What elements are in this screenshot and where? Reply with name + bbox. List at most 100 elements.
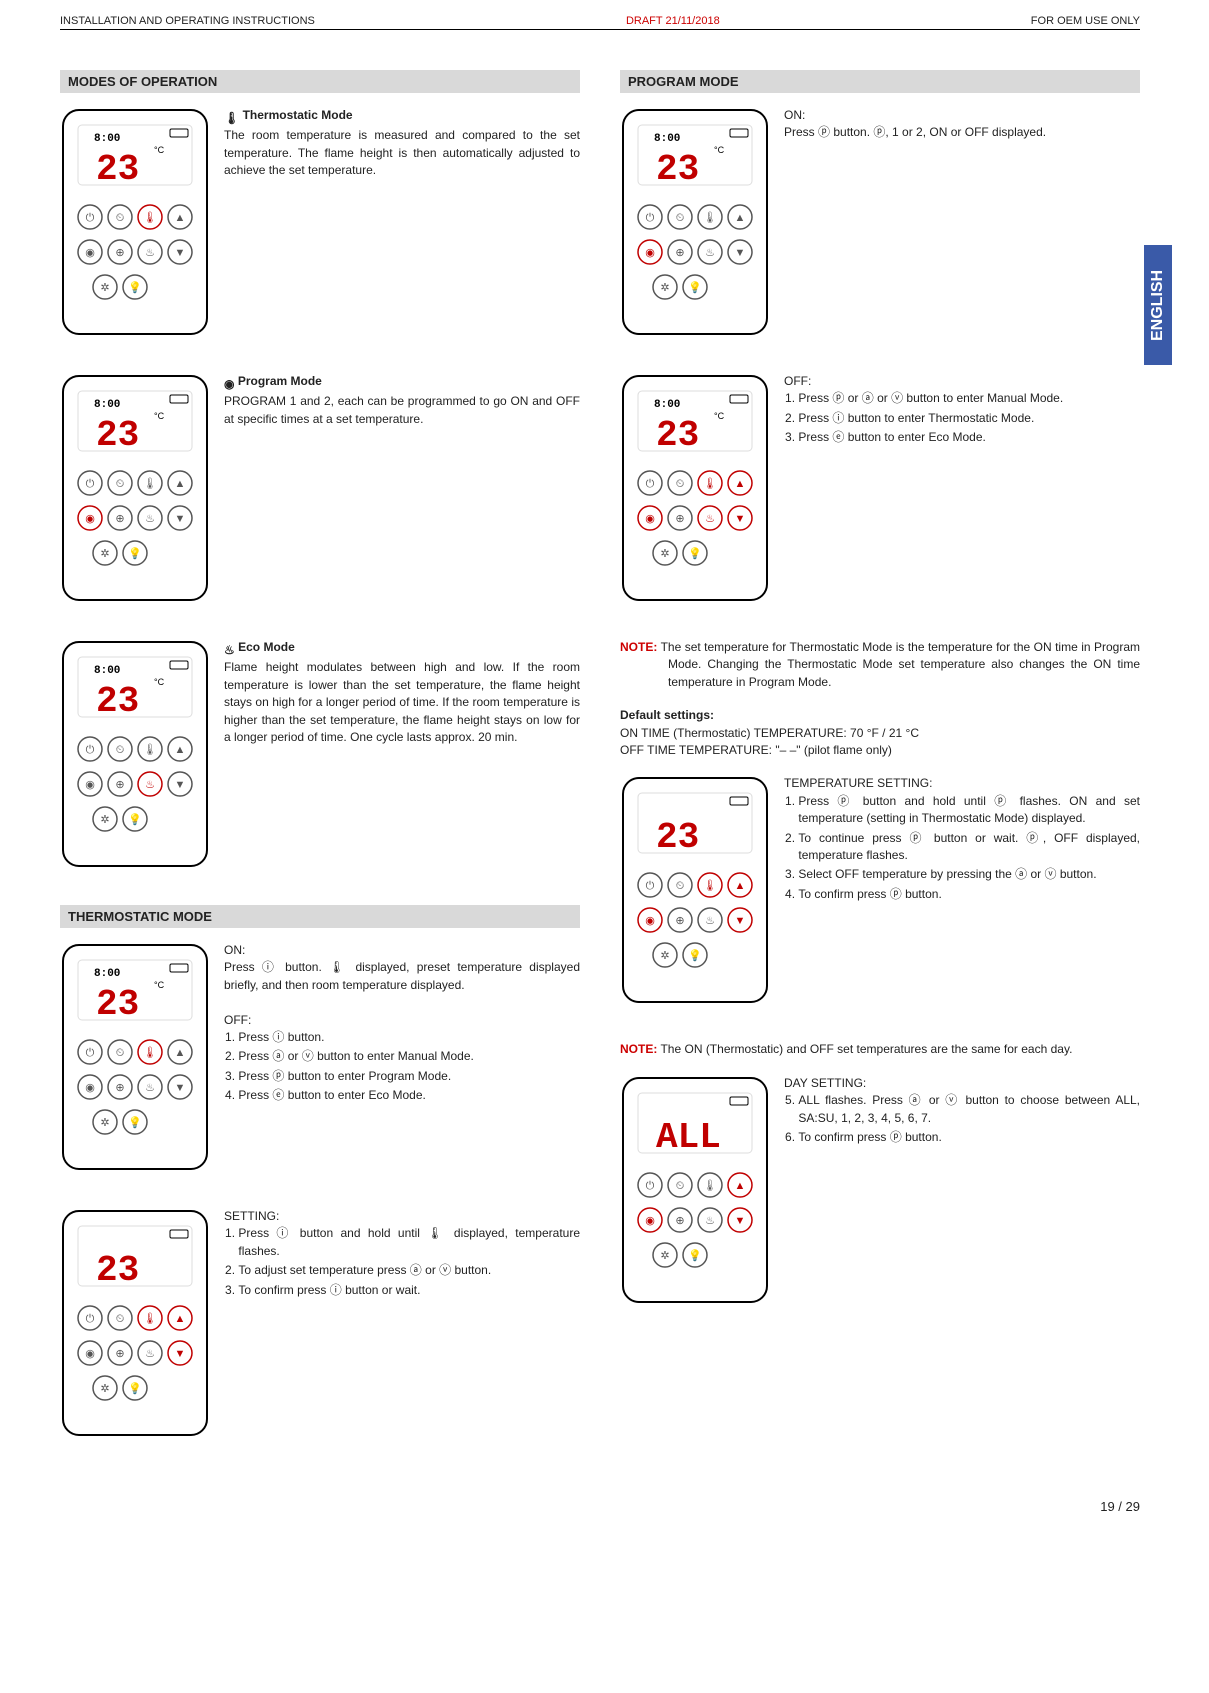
svg-text:▼: ▼	[735, 1215, 746, 1227]
thermo-mode-title: Thermostatic Mode	[239, 108, 352, 122]
svg-text:✲: ✲	[100, 1117, 109, 1129]
prog-off-label: OFF:	[784, 374, 811, 388]
svg-text:⏲: ⏲	[676, 212, 685, 224]
svg-text:♨: ♨	[705, 247, 715, 259]
svg-text:⊕: ⊕	[115, 779, 124, 791]
note-body: The set temperature for Thermostatic Mod…	[661, 640, 1140, 689]
note-label: NOTE:	[620, 1042, 657, 1056]
svg-text:▲: ▲	[175, 1047, 186, 1059]
svg-text:23: 23	[96, 149, 139, 190]
svg-text:▼: ▼	[175, 513, 186, 525]
header-right: FOR OEM USE ONLY	[1031, 15, 1140, 27]
svg-text:✲: ✲	[100, 1383, 109, 1395]
section-thermostatic-mode: THERMOSTATIC MODE	[60, 905, 580, 928]
list-item: Select OFF temperature by pressing the ⓐ…	[798, 866, 1140, 883]
svg-text:♨: ♨	[145, 1082, 155, 1094]
svg-text:♨: ♨	[145, 247, 155, 259]
svg-text:23: 23	[96, 681, 139, 722]
temp-setting-label: TEMPERATURE SETTING:	[784, 776, 932, 790]
svg-text:°C: °C	[154, 980, 165, 990]
svg-text:⊕: ⊕	[675, 1215, 684, 1227]
svg-text:⊕: ⊕	[115, 513, 124, 525]
setting-steps: Press ⓘ button and hold until 🌡 displaye…	[224, 1225, 580, 1299]
list-item: Press ⓘ button to enter Thermostatic Mod…	[798, 410, 1140, 427]
program-mode-title: Program Mode	[234, 374, 321, 388]
svg-text:▼: ▼	[735, 247, 746, 259]
svg-text:💡: 💡	[128, 547, 142, 560]
svg-text:⏻: ⏻	[646, 478, 655, 490]
svg-text:▲: ▲	[735, 212, 746, 224]
defaults-title: Default settings:	[620, 708, 714, 722]
svg-text:🌡: 🌡	[703, 879, 717, 892]
svg-text:✲: ✲	[660, 950, 669, 962]
thermo-on-body: Press ⓘ button. 🌡 displayed, preset temp…	[224, 960, 580, 991]
header-bar: INSTALLATION AND OPERATING INSTRUCTIONS …	[60, 15, 1140, 30]
prog-on-body: Press ⓟ button. ⓟ, 1 or 2, ON or OFF dis…	[784, 125, 1046, 139]
svg-text:8:00: 8:00	[94, 665, 120, 677]
header-left: INSTALLATION AND OPERATING INSTRUCTIONS	[60, 15, 315, 27]
svg-text:⊕: ⊕	[675, 513, 684, 525]
svg-text:⏲: ⏲	[116, 1047, 125, 1059]
svg-text:🌡: 🌡	[703, 1179, 717, 1192]
eco-mode-body: Flame height modulates between high and …	[224, 660, 580, 744]
svg-text:⊕: ⊕	[115, 1082, 124, 1094]
svg-text:🌡: 🌡	[703, 477, 717, 490]
thermo-off-steps: Press ⓘ button. Press ⓐ or ⓥ button to e…	[224, 1029, 580, 1105]
svg-text:⏲: ⏲	[676, 478, 685, 490]
svg-text:⏻: ⏻	[86, 1313, 95, 1325]
svg-text:23: 23	[656, 817, 699, 858]
svg-text:♨: ♨	[145, 1348, 155, 1360]
prog-icon: ◉	[224, 376, 234, 393]
svg-text:⊕: ⊕	[675, 915, 684, 927]
list-item: Press ⓔ button to enter Eco Mode.	[798, 429, 1140, 446]
svg-text:💡: 💡	[688, 281, 702, 294]
svg-text:⏲: ⏲	[116, 744, 125, 756]
svg-text:ALL: ALL	[656, 1117, 721, 1158]
prog-on-label: ON:	[784, 108, 805, 122]
svg-text:°C: °C	[154, 677, 165, 687]
list-item: To confirm press ⓟ button.	[798, 886, 1140, 903]
svg-text:♨: ♨	[705, 513, 715, 525]
remote-thermo-setting: 23⏻⏲🌡▲◉⊕♨▼✲💡	[60, 1208, 210, 1438]
header-center: DRAFT 21/11/2018	[626, 15, 720, 27]
svg-text:🌡: 🌡	[143, 743, 157, 756]
svg-text:23: 23	[96, 984, 139, 1025]
section-modes-of-operation: MODES OF OPERATION	[60, 70, 580, 93]
svg-text:⏻: ⏻	[646, 1180, 655, 1192]
svg-text:🌡: 🌡	[143, 477, 157, 490]
svg-text:✲: ✲	[660, 282, 669, 294]
svg-text:🌡: 🌡	[143, 211, 157, 224]
svg-text:8:00: 8:00	[94, 399, 120, 411]
svg-text:⊕: ⊕	[675, 247, 684, 259]
remote-prog-off: 8:0023°C⏻⏲🌡▲◉⊕♨▼✲💡	[620, 373, 770, 603]
svg-text:◉: ◉	[645, 915, 655, 927]
svg-text:▲: ▲	[175, 744, 186, 756]
language-tab: ENGLISH	[1144, 245, 1172, 365]
svg-text:🌡: 🌡	[703, 211, 717, 224]
svg-text:⏻: ⏻	[646, 880, 655, 892]
list-item: Press ⓟ button and hold until ⓟ flashes.…	[798, 793, 1140, 828]
svg-text:▲: ▲	[175, 478, 186, 490]
svg-text:💡: 💡	[128, 1382, 142, 1395]
note-1: NOTE: The set temperature for Thermostat…	[620, 639, 1140, 691]
svg-text:8:00: 8:00	[94, 968, 120, 980]
svg-text:▲: ▲	[735, 1180, 746, 1192]
svg-text:◉: ◉	[85, 247, 95, 259]
svg-text:▼: ▼	[175, 247, 186, 259]
svg-text:⊕: ⊕	[115, 1348, 124, 1360]
note-body: The ON (Thermostatic) and OFF set temper…	[660, 1042, 1072, 1056]
list-item: To confirm press ⓘ button or wait.	[238, 1282, 580, 1299]
remote-prog-on: 8:0023°C⏻⏲🌡▲◉⊕♨▼✲💡	[620, 107, 770, 337]
svg-text:💡: 💡	[688, 1249, 702, 1262]
note-2: NOTE: The ON (Thermostatic) and OFF set …	[620, 1041, 1140, 1058]
svg-text:▲: ▲	[735, 880, 746, 892]
svg-text:⏻: ⏻	[86, 744, 95, 756]
svg-text:23: 23	[656, 415, 699, 456]
remote-day-setting: ALL⏻⏲🌡▲◉⊕♨▼✲💡	[620, 1075, 770, 1305]
svg-text:▲: ▲	[735, 478, 746, 490]
remote-program-mode: 8:0023°C⏻⏲🌡▲◉⊕♨▼✲💡	[60, 373, 210, 603]
svg-text:✲: ✲	[660, 548, 669, 560]
right-column: PROGRAM MODE 8:0023°C⏻⏲🌡▲◉⊕♨▼✲💡 ON: Pres…	[620, 70, 1140, 1474]
svg-text:▼: ▼	[175, 779, 186, 791]
svg-text:◉: ◉	[85, 513, 95, 525]
